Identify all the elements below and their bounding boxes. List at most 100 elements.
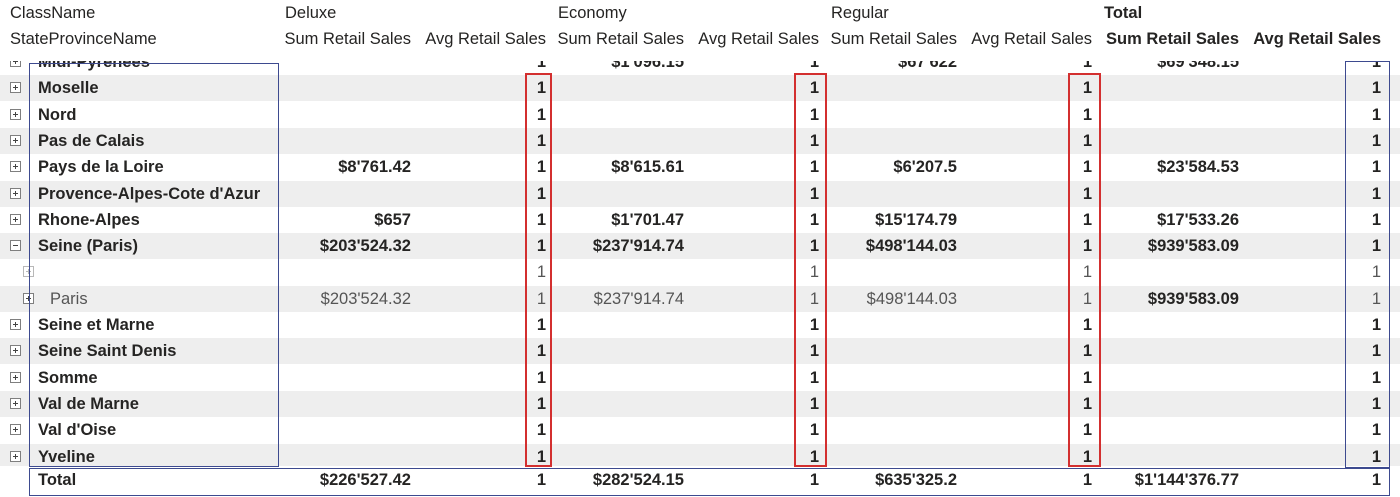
cell-economy-sum xyxy=(545,365,684,391)
matrix-body[interactable]: Midi-Pyrenees 1 $1'096.15 1 $67'622 1 $69'348.… xyxy=(0,61,1400,466)
cell-deluxe-sum: $203'524.32 xyxy=(319,237,411,256)
collapse-icon[interactable] xyxy=(10,240,21,252)
cell-deluxe-avg: 1 xyxy=(536,184,546,203)
cell-total-sum xyxy=(1091,128,1239,154)
cell-total-avg: 1 xyxy=(1371,158,1381,177)
cell-total-sum xyxy=(1091,391,1239,417)
table-row[interactable]: Nord 1 1 1 1 xyxy=(0,102,1400,128)
expand-icon[interactable] xyxy=(10,82,21,94)
cell-deluxe-avg: 1 xyxy=(536,158,546,177)
expand-icon[interactable] xyxy=(10,108,21,120)
cell-total-sum xyxy=(1091,75,1239,101)
cell-total-sum: $939'583.09 xyxy=(1147,289,1239,308)
cell-regular-sum xyxy=(818,102,957,128)
cell-total-sum: $939'583.09 xyxy=(1147,237,1239,256)
cell-regular-sum: $67'622 xyxy=(898,61,957,71)
cell-deluxe-sum xyxy=(270,181,411,207)
cell-total-sum xyxy=(1091,102,1239,128)
cell-total-sum xyxy=(1091,365,1239,391)
table-row[interactable]: Pays de la Loire $8'761.42 1 $8'615.61 1 $6'2… xyxy=(0,154,1400,180)
cell-total-avg: 1 xyxy=(1371,184,1381,203)
column-header-total-avg[interactable]: Avg Retail Sales xyxy=(1253,30,1381,48)
total-row-label: Total xyxy=(38,471,77,489)
cell-deluxe-avg: 1 xyxy=(536,131,546,150)
total-deluxe-sum: $226'527.42 xyxy=(319,471,411,489)
expand-icon[interactable] xyxy=(10,213,21,225)
table-row[interactable]: Pas de Calais 1 1 1 1 xyxy=(0,127,1400,154)
table-row[interactable]: 1 1 1 1 xyxy=(0,259,1400,285)
expand-icon[interactable] xyxy=(23,292,34,304)
expand-icon[interactable] xyxy=(10,319,21,330)
cell-deluxe-sum xyxy=(270,417,411,443)
cell-regular-avg: 1 xyxy=(1082,184,1092,203)
expand-icon[interactable] xyxy=(10,371,21,383)
column-group-economy[interactable]: Economy xyxy=(558,4,627,22)
column-header-regular-avg[interactable]: Avg Retail Sales xyxy=(971,30,1092,48)
table-row[interactable]: Somme 1 1 1 1 xyxy=(0,365,1400,391)
cell-deluxe-avg: 1 xyxy=(536,447,546,466)
cell-regular-avg: 1 xyxy=(1082,79,1092,98)
cell-economy-sum xyxy=(545,128,684,154)
cell-regular-avg: 1 xyxy=(1082,421,1092,440)
column-group-regular[interactable]: Regular xyxy=(831,4,889,22)
table-row[interactable]: Seine et Marne 1 1 1 1 xyxy=(0,312,1400,338)
expand-icon[interactable] xyxy=(10,161,21,173)
cell-deluxe-sum xyxy=(270,365,411,391)
cell-economy-sum xyxy=(545,417,684,443)
cell-total-avg: 1 xyxy=(1371,237,1381,256)
cell-total-avg: 1 xyxy=(1371,131,1381,150)
cell-economy-sum xyxy=(545,391,684,417)
cell-regular-avg: 1 xyxy=(1082,394,1092,413)
expand-icon[interactable] xyxy=(23,266,34,278)
expand-icon[interactable] xyxy=(10,450,21,462)
table-row[interactable]: Seine Saint Denis 1 1 1 1 xyxy=(0,338,1400,365)
cell-regular-avg: 1 xyxy=(1082,316,1092,334)
expand-icon[interactable] xyxy=(10,424,21,436)
cell-regular-sum xyxy=(818,128,957,154)
expand-icon[interactable] xyxy=(10,345,21,357)
table-row[interactable]: Paris $203'524.32 1 $237'914.74 1 $498'144.03… xyxy=(0,285,1400,312)
table-row[interactable]: Provence-Alpes-Cote d'Azur 1 1 1 1 xyxy=(0,180,1400,207)
cell-deluxe-sum: $8'761.42 xyxy=(338,158,411,177)
row-label: Val d'Oise xyxy=(38,421,117,440)
table-row[interactable]: Yveline 1 1 1 1 xyxy=(0,443,1400,466)
column-group-total[interactable]: Total xyxy=(1104,4,1143,22)
expand-icon[interactable] xyxy=(10,61,21,67)
cell-regular-sum xyxy=(818,338,957,364)
cell-regular-sum xyxy=(818,391,957,417)
row-label: Val de Marne xyxy=(38,394,139,413)
column-header-regular-sum[interactable]: Sum Retail Sales xyxy=(830,30,957,48)
cell-economy-avg: 1 xyxy=(809,131,819,150)
column-header-economy-sum[interactable]: Sum Retail Sales xyxy=(557,30,684,48)
cell-regular-avg: 1 xyxy=(1082,61,1092,71)
total-row: Total $226'527.42 1 $282'524.15 1 $635'3… xyxy=(0,467,1400,494)
table-row[interactable]: Moselle 1 1 1 1 xyxy=(0,75,1400,102)
expand-icon[interactable] xyxy=(10,397,21,409)
row-label: Midi-Pyrenees xyxy=(38,61,150,71)
expand-icon[interactable] xyxy=(10,187,21,199)
total-total-sum: $1'144'376.77 xyxy=(1134,471,1239,489)
row-label: Pays de la Loire xyxy=(38,158,164,177)
column-header-deluxe-sum[interactable]: Sum Retail Sales xyxy=(284,30,411,48)
column-header-deluxe-avg[interactable]: Avg Retail Sales xyxy=(425,30,546,48)
table-row[interactable]: Seine (Paris) $203'524.32 1 $237'914.74 1 $49… xyxy=(0,233,1400,260)
column-header-economy-avg[interactable]: Avg Retail Sales xyxy=(698,30,819,48)
cell-regular-sum xyxy=(818,365,957,391)
cell-total-avg: 1 xyxy=(1371,447,1381,466)
total-total-avg: 1 xyxy=(1371,471,1381,489)
cell-total-avg: 1 xyxy=(1371,210,1381,229)
table-row[interactable]: Val d'Oise 1 1 1 1 xyxy=(0,417,1400,443)
cell-deluxe-avg: 1 xyxy=(536,105,546,124)
table-row[interactable]: Rhone-Alpes $657 1 $1'701.47 1 $15'174.79 1 $17… xyxy=(0,207,1400,233)
expand-icon[interactable] xyxy=(10,134,21,146)
cell-regular-avg: 1 xyxy=(1082,210,1092,229)
cell-regular-sum xyxy=(818,181,957,207)
column-group-deluxe[interactable]: Deluxe xyxy=(285,4,337,22)
table-row[interactable]: Midi-Pyrenees 1 $1'096.15 1 $67'622 1 $69'348.… xyxy=(0,61,1400,75)
cell-economy-sum xyxy=(545,259,684,285)
table-row[interactable]: Val de Marne 1 1 1 1 xyxy=(0,390,1400,417)
cell-economy-avg: 1 xyxy=(809,289,819,308)
cell-regular-avg: 1 xyxy=(1082,105,1092,124)
cell-economy-sum: $1'701.47 xyxy=(611,210,684,229)
column-header-total-sum[interactable]: Sum Retail Sales xyxy=(1106,30,1239,48)
